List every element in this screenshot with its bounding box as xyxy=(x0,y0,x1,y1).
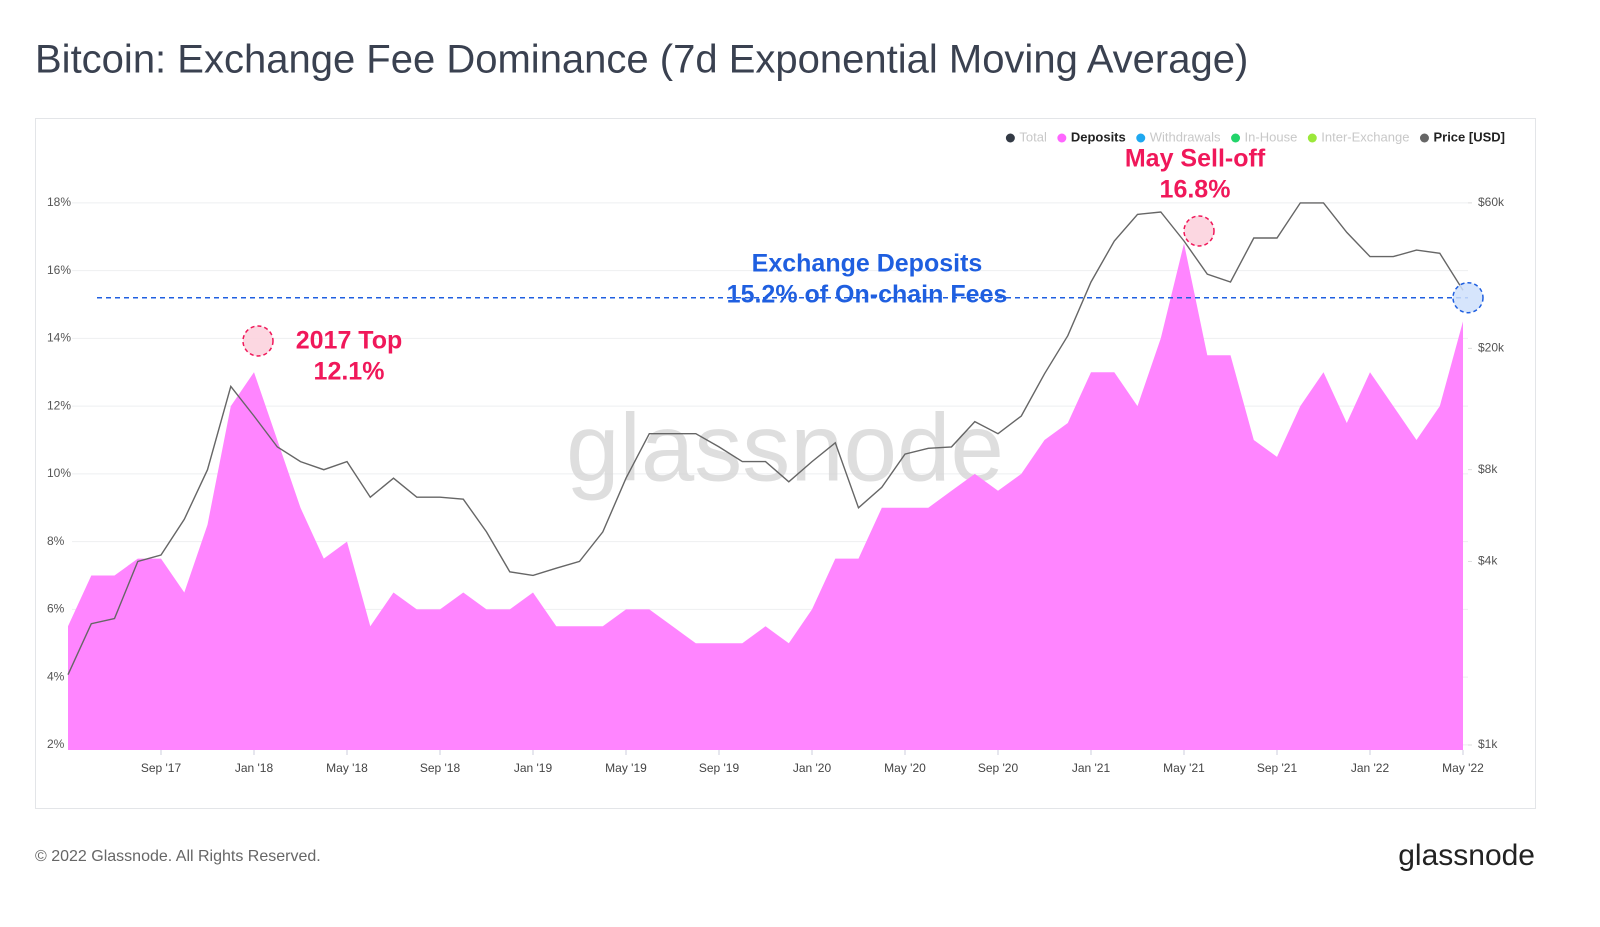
annotation: 2017 Top xyxy=(296,327,403,355)
legend-label: Deposits xyxy=(1071,129,1126,144)
legend-swatch xyxy=(1419,133,1429,143)
x-tick-label: Sep '19 xyxy=(699,761,740,775)
x-tick-label: Sep '18 xyxy=(420,761,461,775)
y2-tick-label: $60k xyxy=(1478,195,1505,209)
legend-swatch xyxy=(1307,133,1317,143)
y-tick-label: 18% xyxy=(47,195,71,209)
y-tick-label: 14% xyxy=(47,331,71,345)
x-tick-label: Jan '22 xyxy=(1351,761,1390,775)
x-tick-label: May '21 xyxy=(1163,761,1205,775)
y-tick-label: 8% xyxy=(47,534,65,548)
x-tick-label: Jan '19 xyxy=(514,761,553,775)
annotation: 16.8% xyxy=(1160,176,1231,204)
legend-swatch xyxy=(1057,133,1067,143)
x-tick-label: May '20 xyxy=(884,761,926,775)
chart-title: Bitcoin: Exchange Fee Dominance (7d Expo… xyxy=(35,38,1248,82)
y-tick-label: 6% xyxy=(47,602,65,616)
brand: glassnode xyxy=(1398,839,1535,872)
y2-tick-label: $1k xyxy=(1478,737,1498,751)
x-tick-label: Sep '17 xyxy=(141,761,182,775)
y-tick-label: 4% xyxy=(47,669,65,683)
legend-swatch xyxy=(1136,133,1146,143)
annotation: 15.2% of On-chain Fees xyxy=(727,281,1008,309)
deposits-area xyxy=(68,243,1463,750)
legend-swatch xyxy=(1231,133,1241,143)
price-line xyxy=(67,202,1464,675)
footer: © 2022 Glassnode. All Rights Reserved. xyxy=(35,848,321,865)
x-tick-label: Jan '20 xyxy=(793,761,832,775)
x-tick-label: May '22 xyxy=(1442,761,1484,775)
chart-frame xyxy=(35,118,1536,809)
y2-tick-label: $4k xyxy=(1478,554,1498,568)
legend-label: Price [USD] xyxy=(1433,129,1505,144)
x-tick-label: May '19 xyxy=(605,761,647,775)
highlight-circle xyxy=(242,325,274,357)
legend-label: Withdrawals xyxy=(1150,129,1221,144)
y-tick-label: 16% xyxy=(47,263,71,277)
y2-tick-label: $8k xyxy=(1478,462,1498,476)
y2-tick-label: $20k xyxy=(1478,341,1505,355)
legend-label: Total xyxy=(1019,129,1047,144)
y-tick-label: 12% xyxy=(47,398,71,412)
annotation: Exchange Deposits xyxy=(752,250,983,278)
x-tick-label: Sep '21 xyxy=(1257,761,1298,775)
y-tick-label: 2% xyxy=(47,737,65,751)
x-tick-label: Jan '21 xyxy=(1072,761,1111,775)
legend-label: Inter-Exchange xyxy=(1321,129,1409,144)
x-tick-label: Jan '18 xyxy=(235,761,274,775)
highlight-circle xyxy=(1183,215,1215,247)
legend-swatch xyxy=(1005,133,1015,143)
plot xyxy=(67,202,1484,750)
legend-label: In-House xyxy=(1245,129,1298,144)
annotation: May Sell-off xyxy=(1125,145,1266,173)
x-tick-label: May '18 xyxy=(326,761,368,775)
annotation: 12.1% xyxy=(314,358,385,386)
highlight-circle xyxy=(1452,281,1484,314)
x-tick-label: Sep '20 xyxy=(978,761,1019,775)
y-tick-label: 10% xyxy=(47,466,71,480)
